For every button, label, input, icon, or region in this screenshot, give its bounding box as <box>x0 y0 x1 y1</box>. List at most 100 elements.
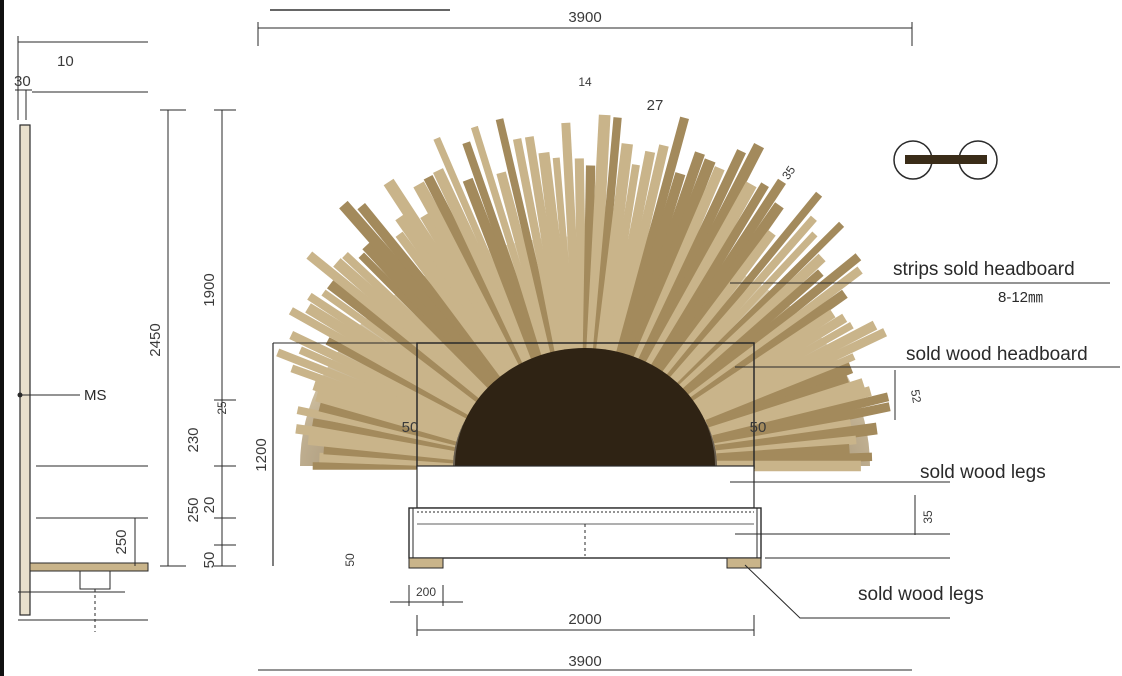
headboard-strip <box>524 136 569 358</box>
label-legs-lower: sold wood legs <box>858 584 984 605</box>
dim-2450: 2450 <box>147 323 164 356</box>
headboard-strip <box>312 380 461 438</box>
headboard-strip <box>325 337 471 419</box>
dim-right-35: 35 <box>921 510 935 524</box>
headboard-strip <box>705 362 854 431</box>
label-strip-size: 8-12㎜ <box>998 289 1043 306</box>
headboard-strip <box>664 191 823 383</box>
bed-plan-icon <box>893 140 998 180</box>
dim-20: 20 <box>201 497 218 514</box>
dim-1200: 1200 <box>253 438 270 471</box>
headboard-strip <box>716 444 850 464</box>
headboard-strip <box>667 215 817 386</box>
headboard-strip <box>307 292 478 409</box>
headboard-strip <box>689 289 848 406</box>
headboard-strip <box>512 138 565 359</box>
headboard-strip <box>659 230 776 381</box>
side-headboard-slab <box>19 124 31 616</box>
dim-rail-25: 25 <box>215 401 229 415</box>
headboard-strip <box>655 202 784 379</box>
headboard-strip <box>697 322 854 415</box>
dim-250b: 250 <box>113 529 130 554</box>
side-bed-rail <box>29 562 149 572</box>
label-ms: MS <box>84 387 107 404</box>
leader-legs-lower <box>744 564 950 619</box>
headboard-strip <box>714 422 878 457</box>
headboard-strip <box>692 309 836 410</box>
headboard-strip <box>470 125 551 362</box>
headboard-strip <box>496 171 556 361</box>
headboard-strip <box>312 418 456 451</box>
headboard-strip <box>614 116 689 361</box>
headboard-strip <box>395 231 510 381</box>
sunburst-core <box>455 348 715 466</box>
dim-50b: 50 <box>343 553 357 567</box>
headboard-strip <box>295 424 455 456</box>
ms-dot <box>17 392 23 398</box>
headboard-strip <box>383 178 519 377</box>
headboard-strip <box>305 303 476 413</box>
headboard-strip <box>462 177 544 365</box>
headboard-strip <box>538 152 575 358</box>
headboard-strip <box>674 221 845 391</box>
headboard-strip <box>631 166 725 367</box>
headboard-strip <box>699 320 878 420</box>
headboard-strip <box>321 289 480 405</box>
headboard-strip <box>648 182 769 374</box>
headboard-strip <box>622 151 705 364</box>
dim-inner-50-left: 50 <box>402 419 419 436</box>
dim-strip-27: 27 <box>647 97 664 114</box>
dim-50a: 50 <box>201 552 218 569</box>
headboard-strip <box>357 203 507 384</box>
headboard-strip <box>342 251 493 394</box>
headboard-strip <box>433 136 538 367</box>
headboard-strip <box>618 172 686 363</box>
headboard-strip <box>433 168 535 369</box>
dim-strip-35: 35 <box>779 163 798 182</box>
headboard-strip <box>413 181 527 373</box>
headboard-strip <box>713 402 891 448</box>
headboard-strip <box>686 266 863 403</box>
leg-left <box>408 557 444 569</box>
headboard-strip <box>276 348 464 430</box>
headboard-strip <box>595 143 633 358</box>
dim-230: 230 <box>185 427 202 452</box>
headboard-strip <box>683 253 862 400</box>
headboard-strip <box>592 117 622 357</box>
label-wood-headboard: sold wood headboard <box>906 344 1088 365</box>
label-legs-upper: sold wood legs <box>920 462 1046 483</box>
headboard-strip <box>574 158 588 357</box>
side-elevation <box>15 36 236 632</box>
dim-250a: 250 <box>185 497 202 522</box>
dim-2000: 2000 <box>568 611 601 628</box>
headboard-strip <box>339 200 504 387</box>
headboard-strip <box>677 253 826 395</box>
headboard-strip <box>652 178 786 377</box>
headboard-strip <box>712 392 890 445</box>
headboard-strip <box>604 150 656 359</box>
headboard-strip <box>298 346 466 426</box>
headboard-strip <box>680 269 824 397</box>
headboard-strip <box>561 122 583 357</box>
dim-200: 200 <box>416 585 436 599</box>
headboard-strip <box>694 313 848 413</box>
headboard-strip <box>333 258 490 398</box>
left-border <box>0 0 4 676</box>
leg-right <box>726 557 762 569</box>
dim-side-10: 10 <box>57 53 74 70</box>
headboard-strip <box>462 141 547 364</box>
dim-1900: 1900 <box>201 273 218 306</box>
headboard-strip <box>585 114 611 357</box>
headboard-strip <box>495 118 560 360</box>
headboard-strip <box>290 364 463 433</box>
dim-top-3900: 3900 <box>568 9 601 26</box>
headboard-strip <box>601 164 640 358</box>
headboard-strip <box>552 157 578 357</box>
headboard-strip <box>609 144 669 360</box>
dim-side-30: 30 <box>14 73 31 90</box>
headboard-strip <box>701 328 888 423</box>
dim-inner-50-right: 50 <box>750 419 767 436</box>
dim-right-52: 52 <box>908 389 924 405</box>
headboard-strip <box>635 149 746 369</box>
